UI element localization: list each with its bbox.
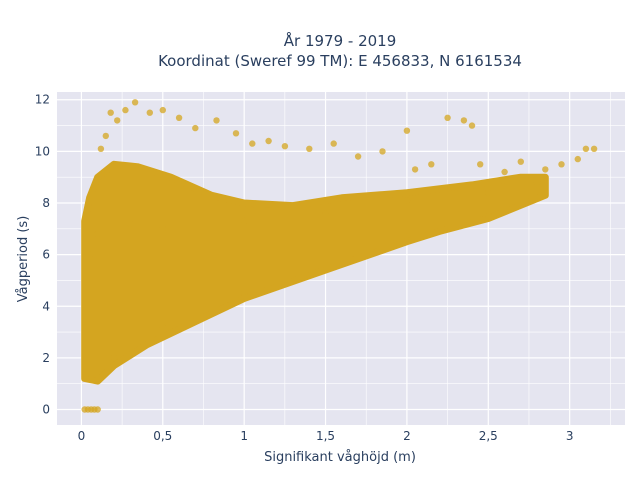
chart-title: År 1979 - 2019	[284, 31, 397, 50]
scatter-point	[94, 230, 101, 238]
scatter-point	[127, 220, 134, 227]
scatter-point	[241, 217, 248, 225]
scatter-point	[460, 117, 468, 124]
y-tick-label: 0	[42, 403, 50, 417]
scatter-density-cloud	[81, 160, 549, 385]
scatter-point	[122, 106, 129, 114]
scatter-point	[517, 158, 524, 165]
chart-subtitle: Koordinat (Sweref 99 TM): E 456833, N 61…	[158, 52, 522, 70]
y-tick-label: 12	[35, 93, 50, 107]
scatter-point	[159, 225, 166, 232]
x-tick-label: 0,5	[153, 429, 172, 443]
scatter-point	[213, 117, 220, 124]
y-axis-title: Vågperiod (s)	[16, 216, 31, 303]
scatter-point	[322, 210, 329, 217]
y-tick-label: 6	[42, 248, 50, 262]
scatter-point	[88, 375, 95, 382]
scatter-point	[533, 179, 541, 186]
scatter-point	[428, 161, 435, 168]
scatter-point	[232, 130, 240, 137]
scatter-point	[159, 323, 166, 331]
x-tick-label: 0	[78, 429, 86, 443]
tick-labels: 0 0,5 1 1,5 2 2,5 3 0 2 4 6 8 10 12	[35, 93, 574, 443]
scatter-point	[94, 406, 101, 413]
y-tick-label: 10	[35, 144, 50, 158]
scatter-point	[241, 290, 248, 297]
scatter-point	[249, 140, 256, 147]
x-axis-title: Signifikant våghöjd (m)	[264, 450, 416, 465]
x-tick-label: 2,5	[479, 429, 498, 443]
scatter-point	[403, 197, 411, 204]
y-tick-label: 8	[42, 196, 50, 210]
scatter-point	[444, 114, 451, 122]
data-points	[81, 99, 598, 413]
scatter-point	[265, 137, 272, 145]
scatter-point	[322, 261, 329, 269]
x-tick-label: 1,5	[316, 429, 335, 443]
scatter-point	[542, 166, 549, 173]
scatter-point	[146, 109, 153, 116]
scatter-point	[86, 251, 93, 258]
scatter-point	[192, 124, 199, 132]
y-tick-label: 2	[42, 351, 50, 365]
scatter-point	[477, 161, 484, 168]
scatter-point	[485, 212, 492, 220]
scatter-point	[175, 114, 183, 122]
y-tick-label: 4	[42, 299, 50, 313]
scatter-point	[110, 354, 118, 362]
scatter-point	[574, 155, 581, 163]
scatter-point	[159, 106, 166, 114]
scatter-point	[131, 99, 139, 106]
scatter-point	[102, 132, 110, 140]
scatter-point	[403, 127, 411, 134]
scatter-point	[468, 122, 476, 129]
scatter-point	[403, 233, 411, 240]
scatter-point	[411, 166, 419, 173]
scatter-point	[501, 168, 508, 176]
scatter-point	[485, 189, 492, 196]
x-tick-label: 2	[403, 429, 411, 443]
scatter-point	[330, 140, 337, 147]
scatter-point	[114, 117, 121, 124]
scatter-point	[590, 145, 598, 152]
scatter-point	[306, 145, 313, 152]
x-tick-label: 3	[566, 429, 574, 443]
scatter-point	[379, 148, 386, 155]
scatter-point	[354, 153, 362, 160]
scatter-point	[582, 145, 590, 152]
scatter-point	[558, 161, 565, 168]
scatter-point	[107, 109, 114, 116]
scatter-point	[97, 145, 105, 152]
x-tick-label: 1	[240, 429, 248, 443]
scatter-point	[281, 143, 289, 150]
